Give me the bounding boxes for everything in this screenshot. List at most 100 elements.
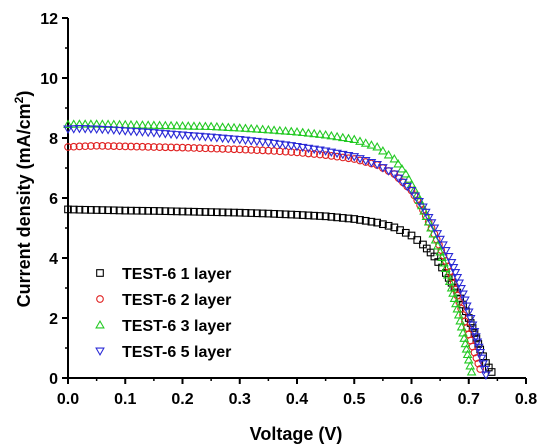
data-point — [121, 142, 130, 151]
data-point — [402, 182, 413, 192]
data-point — [366, 140, 377, 149]
data-point — [423, 216, 434, 226]
data-point — [356, 216, 364, 224]
data-point — [379, 220, 387, 229]
data-point — [229, 135, 239, 145]
data-point — [247, 209, 256, 217]
data-point — [114, 126, 125, 136]
data-point — [218, 145, 227, 153]
data-point — [195, 208, 204, 216]
data-point — [310, 211, 319, 220]
data-point — [131, 120, 142, 129]
data-point — [366, 159, 377, 168]
data-point — [217, 134, 228, 144]
legend-label: TEST-6 3 layer — [122, 318, 231, 335]
data-point — [150, 143, 158, 151]
data-point — [327, 152, 336, 160]
data-point — [178, 143, 187, 152]
data-point — [92, 141, 101, 150]
data-point — [189, 121, 199, 130]
data-point — [281, 210, 290, 219]
data-point — [177, 131, 188, 141]
data-point — [476, 365, 485, 373]
ticks — [62, 17, 527, 384]
data-point — [91, 125, 102, 135]
data-point — [361, 216, 370, 225]
data-point — [332, 131, 342, 141]
data-point — [144, 143, 152, 151]
x-axis-title: Voltage (V) — [250, 424, 343, 444]
data-point — [274, 125, 285, 135]
data-point — [252, 124, 262, 133]
data-point — [63, 125, 73, 135]
data-point — [149, 120, 159, 129]
data-point — [69, 205, 78, 214]
data-point — [439, 257, 449, 267]
data-point — [269, 125, 279, 134]
data-point — [280, 126, 291, 135]
data-point — [326, 130, 337, 140]
data-point — [104, 142, 112, 150]
data-point — [127, 206, 135, 215]
data-point — [372, 141, 382, 151]
data-point — [360, 157, 371, 166]
data-point — [280, 141, 291, 150]
data-point — [463, 354, 474, 364]
data-point — [240, 136, 251, 146]
data-point — [201, 144, 210, 153]
data-point — [143, 128, 153, 138]
data-point — [337, 150, 348, 160]
data-point — [360, 138, 371, 147]
data-point — [315, 146, 325, 156]
data-point — [316, 150, 324, 159]
x-tick-label: 0.4 — [286, 391, 308, 408]
data-point — [81, 205, 90, 214]
data-point — [126, 127, 136, 137]
x-tick-label: 0.3 — [229, 391, 251, 408]
data-point — [213, 208, 221, 217]
data-point — [270, 209, 278, 218]
data-point — [218, 208, 227, 217]
legend-marker — [95, 347, 105, 357]
data-point — [310, 150, 319, 158]
data-point — [201, 208, 210, 216]
data-point — [258, 146, 267, 155]
data-point — [343, 133, 354, 143]
data-point — [87, 206, 95, 214]
data-point — [396, 226, 404, 234]
legend-label: TEST-6 1 layer — [122, 266, 231, 283]
data-point — [429, 224, 440, 234]
data-point — [454, 279, 465, 289]
data-point — [80, 125, 91, 134]
y-axis-title-main: Current density (mA/cm — [14, 103, 34, 307]
data-point — [407, 231, 416, 240]
data-point — [343, 152, 354, 161]
data-point — [390, 223, 399, 232]
data-point — [246, 123, 257, 133]
data-point — [167, 143, 175, 152]
data-point — [97, 119, 108, 128]
data-point — [418, 203, 428, 213]
data-point — [456, 321, 467, 331]
x-tick-label: 0.6 — [400, 391, 422, 408]
data-point — [478, 360, 488, 369]
data-point — [108, 126, 119, 135]
data-point — [298, 211, 307, 219]
series-2 — [64, 141, 485, 373]
data-point — [91, 119, 102, 128]
data-point — [80, 119, 91, 128]
data-point — [212, 121, 222, 131]
y-tick-label: 8 — [49, 131, 58, 148]
data-point — [432, 230, 443, 239]
data-point — [149, 129, 159, 138]
data-point — [344, 214, 353, 223]
data-point — [393, 158, 403, 168]
y-axis-title-close: ) — [14, 91, 34, 97]
data-point — [389, 153, 400, 163]
data-point — [398, 178, 408, 188]
series-4 — [63, 124, 491, 381]
data-point — [98, 142, 107, 150]
data-point — [207, 208, 215, 216]
data-point — [63, 119, 73, 128]
data-point — [316, 212, 324, 220]
